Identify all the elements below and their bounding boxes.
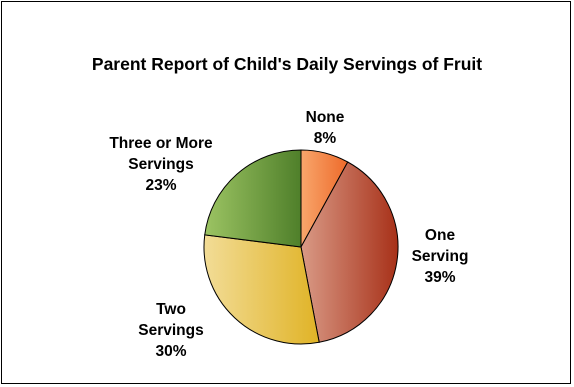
slice-category-label: Serving	[412, 248, 469, 265]
slice-label-0: None 8%	[306, 109, 345, 147]
pie-slice-1	[300, 161, 399, 343]
slice-value-label: 8%	[314, 130, 337, 147]
pie-slice-3	[204, 149, 302, 248]
slice-category-label: Servings	[128, 156, 193, 173]
slice-label-2: Two Servings 30%	[138, 301, 203, 360]
slice-labels: None 8% One Serving 39% Two Servings 30% Three o…	[109, 109, 468, 360]
slice-label-3: Three or More Servings 23%	[109, 135, 213, 194]
slice-value-label: 30%	[155, 343, 186, 360]
pie-slices	[203, 149, 399, 345]
slice-category-label: None	[306, 109, 345, 126]
slice-category-label: One	[425, 227, 456, 244]
slice-value-label: 39%	[424, 269, 455, 286]
slice-category-label: Three or More	[109, 135, 213, 152]
pie-slice-2	[203, 234, 320, 345]
slice-value-label: 23%	[145, 177, 176, 194]
chart-title: Parent Report of Child's Daily Servings …	[92, 54, 482, 74]
slice-category-label: Two	[156, 301, 186, 318]
slice-label-1: One Serving 39%	[412, 227, 469, 286]
slice-category-label: Servings	[138, 322, 203, 339]
